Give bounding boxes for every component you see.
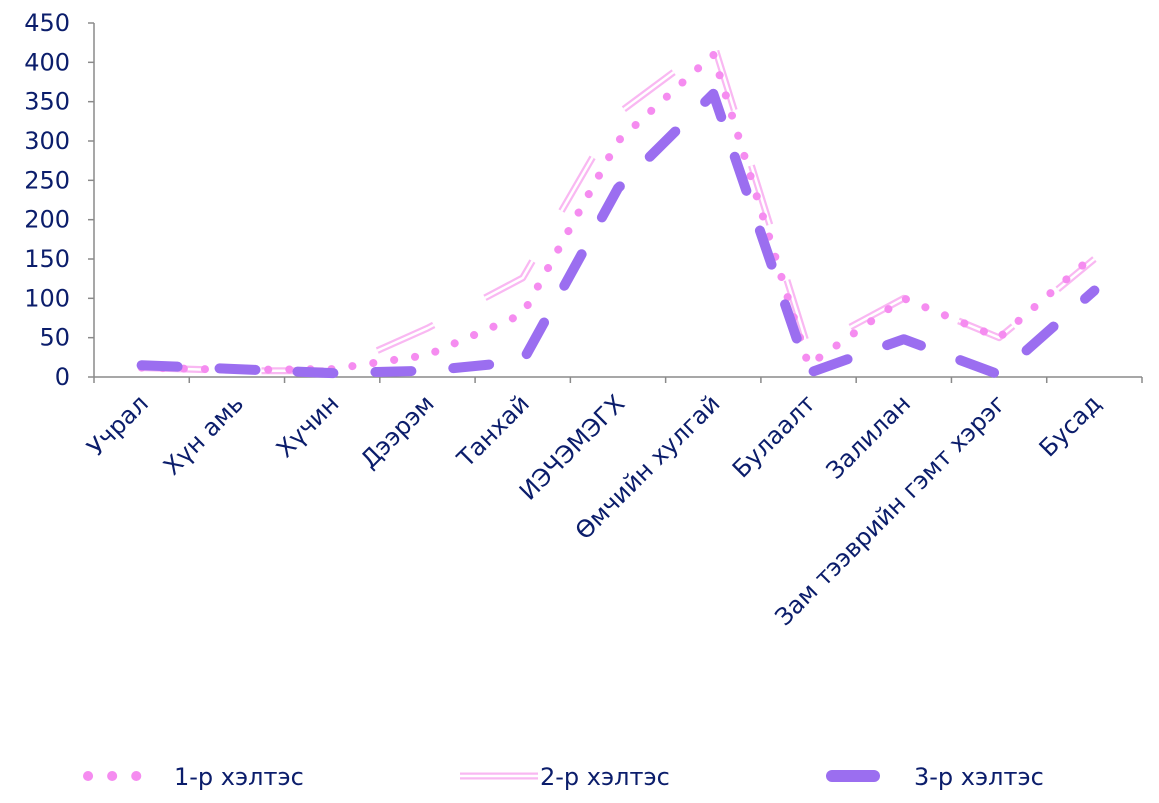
series-layer — [136, 39, 1100, 380]
series-3 — [136, 88, 1100, 380]
legend-label: 2-р хэлтэс — [540, 763, 670, 791]
x-tick-label: Булаалт — [727, 389, 821, 483]
legend: 1-р хэлтэс 2-р хэлтэс 3-р хэлтэс — [83, 763, 1044, 791]
x-tick-label: Бусад — [1034, 389, 1107, 462]
y-tick-label: 100 — [24, 284, 70, 312]
x-tick-label: Залилан — [821, 389, 916, 484]
y-tick-label: 400 — [24, 48, 70, 76]
series-1 — [137, 50, 1099, 374]
legend-item: 1-р хэлтэс — [83, 763, 304, 791]
series-line — [137, 50, 1099, 374]
x-tick-label: Танхай — [451, 389, 535, 473]
y-tick-label: 150 — [24, 245, 70, 273]
x-tick-label: Учрал — [82, 389, 154, 461]
y-tick-label: 450 — [24, 9, 70, 37]
legend-label: 1-р хэлтэс — [174, 763, 304, 791]
series-line — [141, 39, 1097, 375]
x-tick-label: Хүчин — [271, 389, 345, 463]
y-tick-label: 300 — [24, 127, 70, 155]
axes: 0 50 100 150 200 250 300 350 400 450 — [24, 9, 1143, 391]
x-axis-labels: Учрал Хүн амь Хүчин Дээрэм ТанхайИЭЧЭМЭГХӨмч… — [82, 389, 1107, 631]
legend-item: 2-р хэлтэс — [460, 763, 670, 791]
legend-item: 3-р хэлтэс — [826, 763, 1044, 791]
series-2 — [141, 39, 1097, 375]
y-tick-label: 0 — [55, 363, 70, 391]
series-line — [136, 88, 1100, 380]
x-tick-label: Хүн амь — [158, 389, 249, 480]
legend-label: 3-р хэлтэс — [914, 763, 1044, 791]
series-line-inner — [141, 41, 1096, 372]
y-tick-label: 200 — [24, 206, 70, 234]
y-tick-label: 50 — [39, 324, 70, 352]
y-tick-label: 250 — [24, 166, 70, 194]
x-tick-label: Дээрэм — [355, 389, 440, 474]
y-tick-label: 350 — [24, 88, 70, 116]
